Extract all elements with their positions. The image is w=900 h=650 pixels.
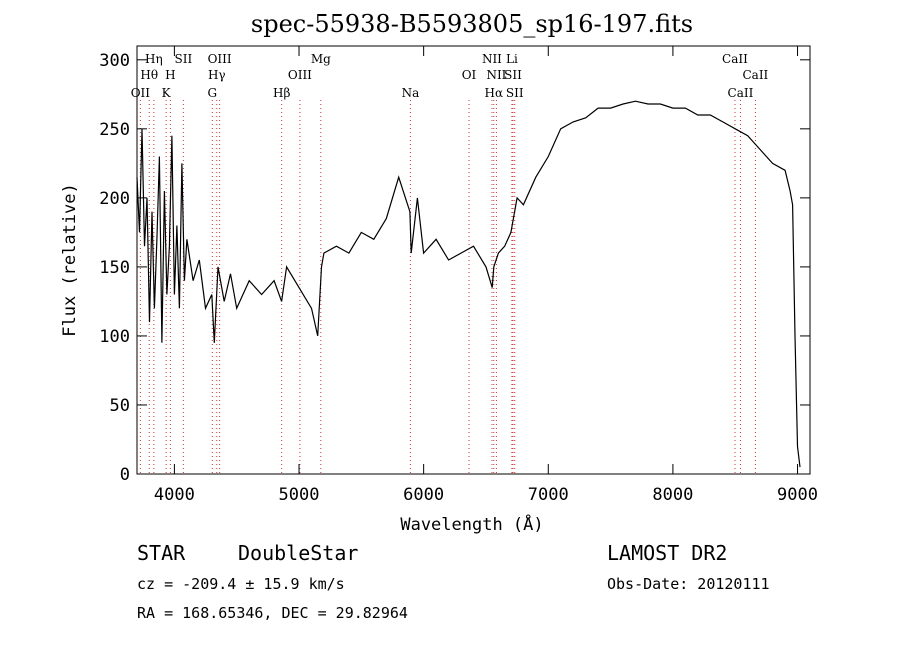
y-axis-label: Flux (relative) (60, 183, 80, 337)
line-marker-label: OIII (288, 68, 312, 82)
y-tick-label: 300 (99, 51, 130, 71)
y-tick-label: 0 (120, 465, 130, 485)
line-marker-label: Hγ (208, 68, 226, 82)
y-tick-label: 100 (99, 327, 130, 347)
line-marker-label: NII (482, 52, 502, 66)
y-tick-label: 50 (110, 396, 130, 416)
x-tick-label: 7000 (528, 485, 569, 505)
line-marker-label: OI (462, 68, 477, 82)
survey-name: LAMOST DR2 (607, 541, 728, 565)
x-axis-label: Wavelength (Å) (400, 513, 543, 535)
line-marker-label: Li (506, 52, 518, 66)
line-marker-label: SII (504, 68, 522, 82)
y-tick-label: 150 (99, 258, 130, 278)
y-axis-ticks: 0 50 100 150 200 250 300 (99, 51, 810, 485)
line-marker-label: CaII (742, 68, 768, 82)
x-tick-label: 6000 (403, 485, 444, 505)
spectrum-line (136, 100, 801, 468)
line-marker-label: Hα (485, 86, 504, 100)
sky-coordinates: RA = 168.65346, DEC = 29.82964 (137, 604, 408, 622)
line-marker-label: G (207, 86, 217, 100)
redshift-cz: cz = -209.4 ± 15.9 km/s (137, 575, 345, 593)
line-marker-label: Na (402, 86, 420, 100)
y-tick-label: 250 (99, 120, 130, 140)
line-marker-label: NII (486, 68, 506, 82)
line-marker-label: H (165, 68, 175, 82)
line-marker-label: CaII (728, 86, 754, 100)
y-tick-label: 200 (99, 189, 130, 209)
plot-frame (136, 45, 811, 475)
object-class: STAR (137, 541, 186, 565)
x-tick-label: 5000 (279, 485, 320, 505)
line-marker-label: SII (506, 86, 524, 100)
line-marker-label: CaII (722, 52, 748, 66)
line-marker-label: OIII (208, 52, 232, 66)
line-marker-label: Mg (311, 52, 331, 66)
observation-date: Obs-Date: 20120111 (607, 575, 770, 593)
line-marker-label: Hθ (140, 68, 158, 82)
line-marker-label: K (162, 86, 172, 100)
line-marker-label: OII (131, 86, 151, 100)
line-marker-label: Hβ (273, 86, 290, 100)
line-marker-label: SII (175, 52, 193, 66)
x-tick-label: 4000 (154, 485, 195, 505)
chart-title: spec-55938-B5593805_sp16-197.fits (251, 10, 693, 38)
x-axis-ticks: 4000 5000 6000 7000 8000 9000 (154, 46, 818, 505)
object-subclass: DoubleStar (238, 541, 359, 565)
x-tick-label: 9000 (777, 485, 818, 505)
x-tick-label: 8000 (652, 485, 693, 505)
line-marker-label: Hη (145, 52, 163, 66)
